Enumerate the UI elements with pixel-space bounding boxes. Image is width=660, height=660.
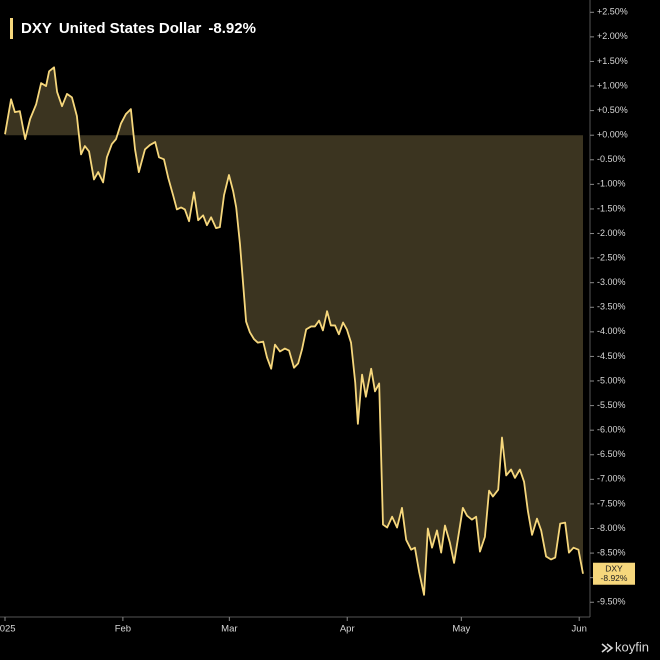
area-fill [5, 67, 583, 595]
badge-background [593, 562, 635, 585]
y-tick-label: -5.50% [597, 400, 626, 410]
x-tick-label: Apr [340, 624, 355, 635]
header-accent [10, 18, 13, 39]
y-tick-label: -9.50% [597, 597, 626, 607]
x-tick-label: Jun [572, 624, 587, 635]
chart-title: United States Dollar [59, 20, 202, 37]
brand: koyfin [601, 639, 649, 654]
brand-name: koyfin [615, 639, 649, 654]
badge-value: -8.92% [601, 573, 628, 583]
y-tick-label: -4.00% [597, 326, 626, 336]
brand-icon [601, 643, 614, 653]
x-tick-label: 2025 [0, 624, 16, 635]
y-tick-label: +0.00% [597, 130, 628, 140]
y-tick-label: -6.00% [597, 425, 626, 435]
plot-area [4, 66, 584, 596]
x-tick-label: Mar [221, 624, 237, 635]
y-tick-label: -3.50% [597, 302, 626, 312]
y-tick-label: -7.50% [597, 498, 626, 508]
y-tick-label: -2.50% [597, 252, 626, 262]
y-tick-label: -0.50% [597, 154, 626, 164]
y-tick-label: -5.00% [597, 375, 626, 385]
x-tick-label: May [452, 624, 470, 635]
line [4, 66, 584, 596]
last-value-badge: DXY-8.92% [593, 562, 635, 585]
y-tick-label: +1.00% [597, 80, 628, 90]
y-tick-label: -7.00% [597, 474, 626, 484]
y-tick-label: -1.50% [597, 203, 626, 213]
badge-ticker: DXY [605, 563, 623, 573]
y-tick-label: -8.50% [597, 547, 626, 557]
ticker: DXY [21, 20, 52, 37]
y-tick-label: +0.50% [597, 105, 628, 115]
header: DXY United States Dollar -8.92% [6, 16, 266, 42]
y-tick-label: -8.00% [597, 523, 626, 533]
header-background [6, 16, 266, 42]
y-tick-label: +2.50% [597, 7, 628, 17]
y-tick-label: +1.50% [597, 56, 628, 66]
header-text: DXY United States Dollar -8.92% [21, 20, 256, 37]
y-tick-label: +2.00% [597, 31, 628, 41]
y-tick-label: -4.50% [597, 351, 626, 361]
y-tick-label: -3.00% [597, 277, 626, 287]
x-tick-label: Feb [115, 624, 131, 635]
y-tick-label: -6.50% [597, 449, 626, 459]
y-tick-label: -1.00% [597, 179, 626, 189]
change: -8.92% [208, 20, 256, 37]
y-tick-label: -2.00% [597, 228, 626, 238]
